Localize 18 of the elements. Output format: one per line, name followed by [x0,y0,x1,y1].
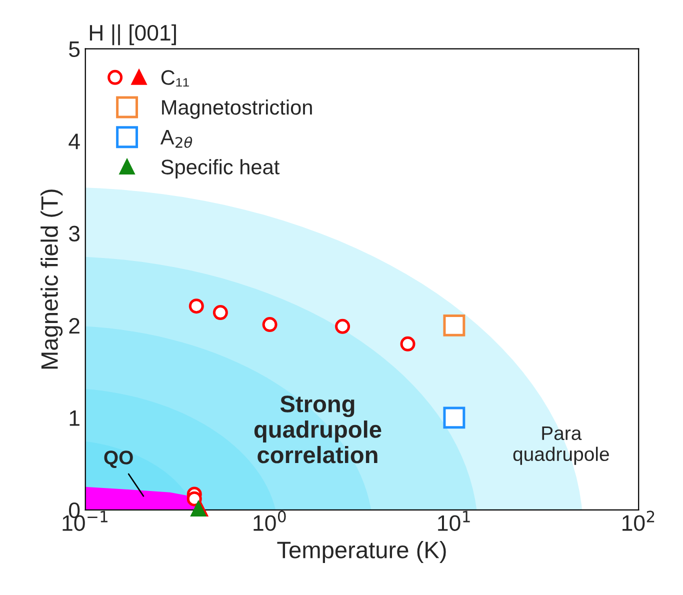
y-tick-label: 3 [69,226,80,242]
x-tick-label: 10$^{2}$ [622,510,654,531]
legend-label: C₁₁ [161,70,189,86]
legend-label: A$_{2θ}$ [160,130,192,148]
y-tick-label: 5 [69,42,80,58]
annotation: QO [104,450,133,468]
y-tick-label: 4 [68,134,80,150]
legend-label: Specific heat [161,159,280,179]
annotation: Para quadrupole [513,426,609,465]
x-tick-label: 10$^{1}$ [438,510,470,531]
annotation: Strong quadrupole correlation [254,396,382,464]
legend-label: Magnetostriction [162,99,312,119]
x-tick-label: 10$^{0}$ [254,510,286,531]
y-axis-title: Magnetic field (T) [40,190,63,369]
chart-title: H || [001] [90,24,176,46]
x-axis-title: Temperature (K) [277,541,446,564]
y-tick-label: 2 [69,318,80,334]
y-tick-label: 1 [70,410,80,426]
